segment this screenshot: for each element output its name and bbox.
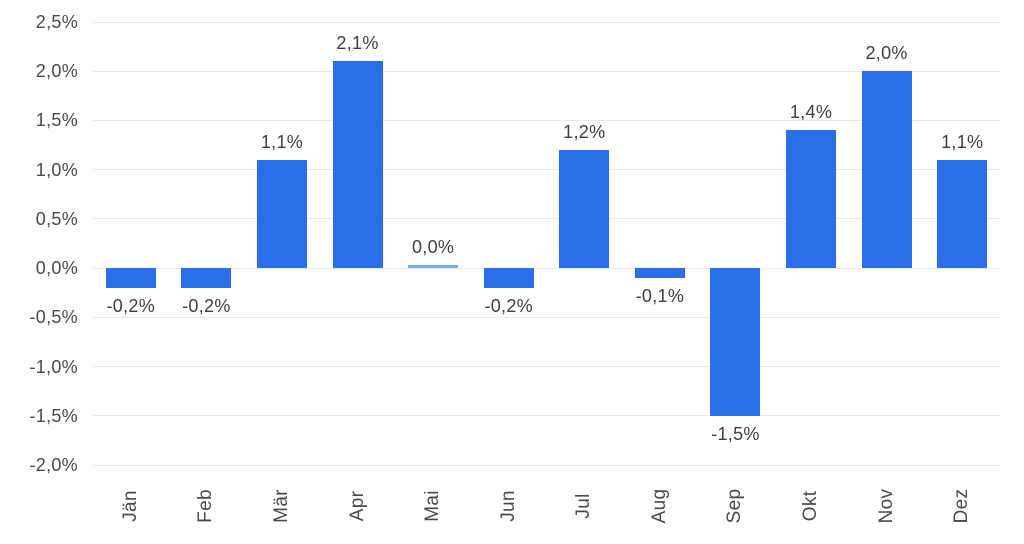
gridline xyxy=(93,267,1000,269)
value-label-jun: -0,2% xyxy=(484,295,533,316)
x-axis-label-mai: Mai xyxy=(422,490,444,522)
value-label-mai: 0,0% xyxy=(412,237,455,258)
value-label-dez: 1,1% xyxy=(941,131,984,152)
gridline xyxy=(93,366,1000,368)
bar-apr xyxy=(332,61,383,269)
y-tick-label: -0,5% xyxy=(29,307,78,328)
bar-jän xyxy=(105,268,156,288)
value-label-feb: -0,2% xyxy=(182,295,231,316)
y-tick-label: -1,5% xyxy=(29,405,78,426)
x-axis-label-sep: Sep xyxy=(724,488,746,524)
y-tick-label: 0,5% xyxy=(35,208,78,229)
bar-nov xyxy=(861,71,912,269)
x-axis-label-jun: Jun xyxy=(497,490,519,522)
bar-jun xyxy=(483,268,534,288)
y-tick-label: 0,0% xyxy=(35,258,78,279)
x-axis-label-okt: Okt xyxy=(800,490,822,522)
y-tick-label: 2,0% xyxy=(35,61,78,82)
gridline xyxy=(93,169,1000,171)
y-tick-label: 1,0% xyxy=(35,159,78,180)
gridline xyxy=(93,119,1000,121)
gridline xyxy=(93,316,1000,318)
x-axis-label-aug: Aug xyxy=(648,488,670,524)
x-axis-label-nov: Nov xyxy=(875,488,897,524)
y-tick-label: 2,5% xyxy=(35,12,78,32)
value-label-aug: -0,1% xyxy=(635,285,685,306)
x-axis-label-mär: Mär xyxy=(270,489,292,523)
bar-jul xyxy=(559,149,610,269)
x-axis-label-apr: Apr xyxy=(346,490,368,522)
y-tick-label: -1,0% xyxy=(29,356,78,377)
x-axis-label-dez: Dez xyxy=(951,488,973,524)
value-label-jul: 1,2% xyxy=(563,121,606,142)
bar-okt xyxy=(786,130,837,269)
gridline xyxy=(93,70,1000,72)
x-axis-label-jän: Jän xyxy=(119,490,141,522)
gridline xyxy=(93,218,1000,220)
bar-dez xyxy=(937,159,988,269)
value-label-sep: -1,5% xyxy=(711,423,760,444)
gridline xyxy=(93,464,1000,466)
bar-mai xyxy=(408,265,459,269)
bar-mär xyxy=(256,159,307,269)
bar-aug xyxy=(634,268,685,278)
value-label-nov: 2,0% xyxy=(865,43,908,64)
x-axis-label-jul: Jul xyxy=(573,493,595,519)
gridline xyxy=(93,21,1000,23)
value-label-apr: 2,1% xyxy=(336,33,379,54)
y-tick-label: -2,0% xyxy=(29,455,78,475)
x-axis-label-feb: Feb xyxy=(195,489,217,523)
bar-sep xyxy=(710,268,761,416)
value-label-okt: 1,4% xyxy=(789,102,833,123)
gridline xyxy=(93,415,1000,417)
value-label-mär: 1,1% xyxy=(260,131,304,152)
bar-feb xyxy=(181,268,232,288)
value-label-jän: -0,2% xyxy=(106,295,156,316)
y-tick-label: 1,5% xyxy=(35,110,78,131)
